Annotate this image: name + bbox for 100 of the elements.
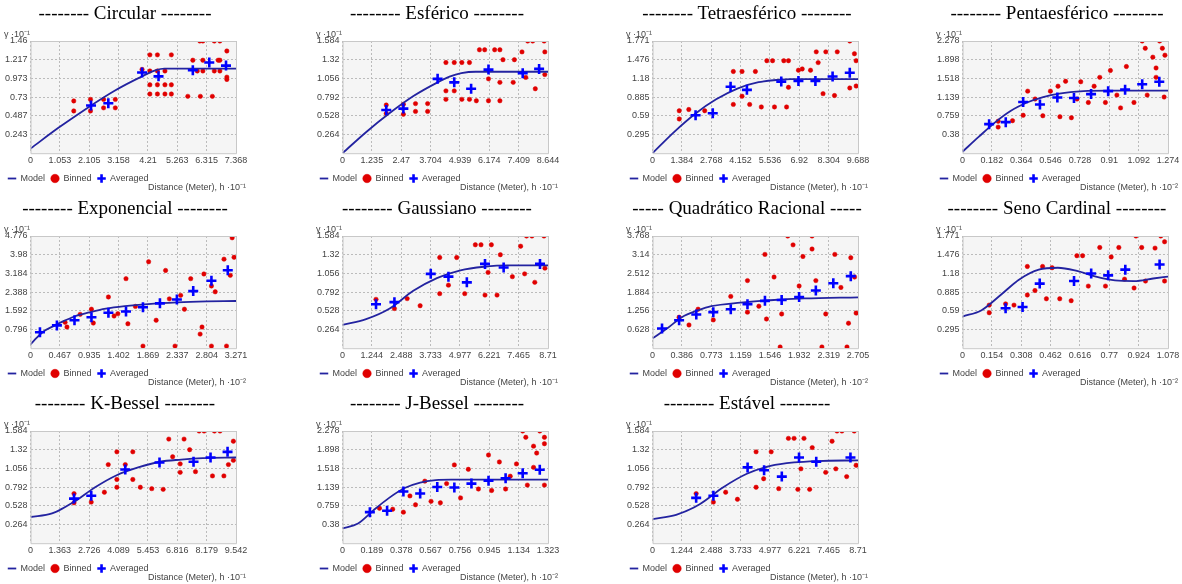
legend-label: Model xyxy=(332,172,358,183)
legend-label: Model xyxy=(20,367,46,378)
x-tick-label: 0.462 xyxy=(1039,350,1062,361)
legend-label: Binned xyxy=(63,562,92,573)
x-axis-title: Distance (Meter), h ·10⁻² xyxy=(147,376,246,387)
legend-label: Binned xyxy=(685,172,714,183)
x-tick-label: 3.271 xyxy=(224,350,248,361)
y-tick-label: 1.18 xyxy=(631,72,650,83)
x-tick-label: 2.105 xyxy=(77,155,101,166)
x-tick-label: 8.71 xyxy=(539,350,557,361)
legend-label: Model xyxy=(20,172,46,183)
x-tick-label: 6.816 xyxy=(166,545,189,556)
y-tick-label: 1.592 xyxy=(4,305,28,316)
x-tick-label: 1.244 xyxy=(360,350,384,361)
y-tick-label: 1.898 xyxy=(936,54,960,65)
x-axis-title: Distance (Meter), h ·10⁻¹ xyxy=(769,571,868,582)
y-tick-label: 0.759 xyxy=(936,110,960,121)
x-tick-label: 1.869 xyxy=(136,350,160,361)
x-tick-label: 4.089 xyxy=(107,545,130,556)
x-axis-title: Distance (Meter), h ·10⁻² xyxy=(1079,181,1178,192)
x-tick-label: 0 xyxy=(650,545,656,556)
x-tick-label: 0.773 xyxy=(699,350,723,361)
y-tick-label: 1.256 xyxy=(626,305,650,316)
x-tick-label: 2.337 xyxy=(166,350,189,361)
chart-title: -------- Pentaesférico -------- xyxy=(949,2,1165,24)
x-tick-label: 0.308 xyxy=(1009,350,1033,361)
y-tick-label: 0.295 xyxy=(936,323,960,334)
x-tick-label: 9.688 xyxy=(846,155,870,166)
y-tick-label: 3.184 xyxy=(4,267,28,278)
y-tick-label: 0.628 xyxy=(626,323,650,334)
y-tick-label: 1.139 xyxy=(316,481,340,492)
y-tick-label: 0.487 xyxy=(4,110,28,121)
chart-title: -------- K-Bessel -------- xyxy=(33,392,217,414)
x-tick-label: 1.384 xyxy=(670,155,694,166)
x-tick-label: 0 xyxy=(28,155,34,166)
y-tick-label: 3.14 xyxy=(631,249,650,260)
legend-label: Averaged xyxy=(422,562,461,573)
x-tick-label: 2.47 xyxy=(392,155,410,166)
x-tick-label: 5.453 xyxy=(136,545,160,556)
legend-label: Binned xyxy=(685,562,714,573)
legend-label: Averaged xyxy=(1042,367,1081,378)
y-tick-label: 0.885 xyxy=(626,91,650,102)
legend-label: Averaged xyxy=(732,367,771,378)
legend-label: Averaged xyxy=(732,562,771,573)
x-tick-label: 8.304 xyxy=(817,155,840,166)
x-axis-title: Distance (Meter), h ·10⁻² xyxy=(1079,376,1178,387)
legend-label: Binned xyxy=(995,172,1024,183)
x-tick-label: 4.152 xyxy=(729,155,752,166)
x-tick-label: 7.409 xyxy=(507,155,530,166)
y-tick-label: 0.264 xyxy=(4,518,28,529)
y-tick-label: 0.792 xyxy=(4,481,28,492)
x-tick-label: 8.179 xyxy=(195,545,218,556)
y-tick-label: 0.792 xyxy=(316,91,340,102)
x-tick-label: 7.465 xyxy=(817,545,840,556)
y-tick-label: 0.796 xyxy=(4,323,28,334)
y-tick-label: 1.898 xyxy=(316,444,340,455)
y-tick-label: 1.217 xyxy=(4,54,28,65)
x-tick-label: 2.488 xyxy=(699,545,723,556)
x-tick-label: 0.945 xyxy=(478,545,501,556)
y-tick-label: 1.056 xyxy=(316,267,340,278)
x-tick-label: 5.536 xyxy=(758,155,782,166)
x-tick-label: 0.546 xyxy=(1039,155,1062,166)
x-axis-title: Distance (Meter), h ·10⁻¹ xyxy=(147,181,246,192)
x-tick-label: 6.221 xyxy=(788,545,811,556)
y-tick-label: 1.056 xyxy=(4,462,28,473)
x-axis-title: Distance (Meter), h ·10⁻¹ xyxy=(147,571,246,582)
legend-label: Model xyxy=(332,562,358,573)
chart-title: -------- Circular -------- xyxy=(37,2,213,24)
x-tick-label: 6.92 xyxy=(790,155,809,166)
chart-title: -------- Seno Cardinal -------- xyxy=(946,197,1168,219)
x-tick-label: 3.733 xyxy=(729,545,752,556)
x-tick-label: 8.71 xyxy=(849,545,867,556)
x-tick-label: 0.467 xyxy=(48,350,72,361)
x-tick-label: 0.77 xyxy=(1100,350,1119,361)
x-tick-label: 0 xyxy=(340,350,346,361)
x-tick-label: 0 xyxy=(340,545,346,556)
y-tick-label: 0.59 xyxy=(941,305,960,316)
chart-title: -------- Exponencial -------- xyxy=(21,197,229,219)
y-tick-label: 1.139 xyxy=(936,91,960,102)
y-tick-label: 1.32 xyxy=(631,444,650,455)
x-tick-label: 4.977 xyxy=(758,545,782,556)
y-tick-label: 1.518 xyxy=(316,462,340,473)
x-tick-label: 0.154 xyxy=(980,350,1004,361)
x-tick-label: 7.465 xyxy=(507,350,530,361)
x-tick-label: 3.158 xyxy=(107,155,130,166)
x-axis-title: Distance (Meter), h ·10⁻² xyxy=(769,376,868,387)
x-tick-label: 0.91 xyxy=(1100,155,1119,166)
legend-label: Averaged xyxy=(110,172,149,183)
chart-title: -------- Tetraesférico -------- xyxy=(641,2,853,24)
y-tick-label: 0.243 xyxy=(4,129,28,140)
x-tick-label: 1.323 xyxy=(536,545,560,556)
x-tick-label: 0.364 xyxy=(1009,155,1033,166)
x-tick-label: 1.363 xyxy=(48,545,72,556)
y-tick-label: 0.759 xyxy=(316,500,340,511)
chart-title: -------- Estável -------- xyxy=(662,392,832,414)
x-tick-label: 8.644 xyxy=(536,155,560,166)
y-tick-label: 0.973 xyxy=(4,72,28,83)
y-tick-label: 0.528 xyxy=(626,500,650,511)
y-tick-label: 1.476 xyxy=(936,249,960,260)
x-tick-label: 0 xyxy=(650,350,656,361)
